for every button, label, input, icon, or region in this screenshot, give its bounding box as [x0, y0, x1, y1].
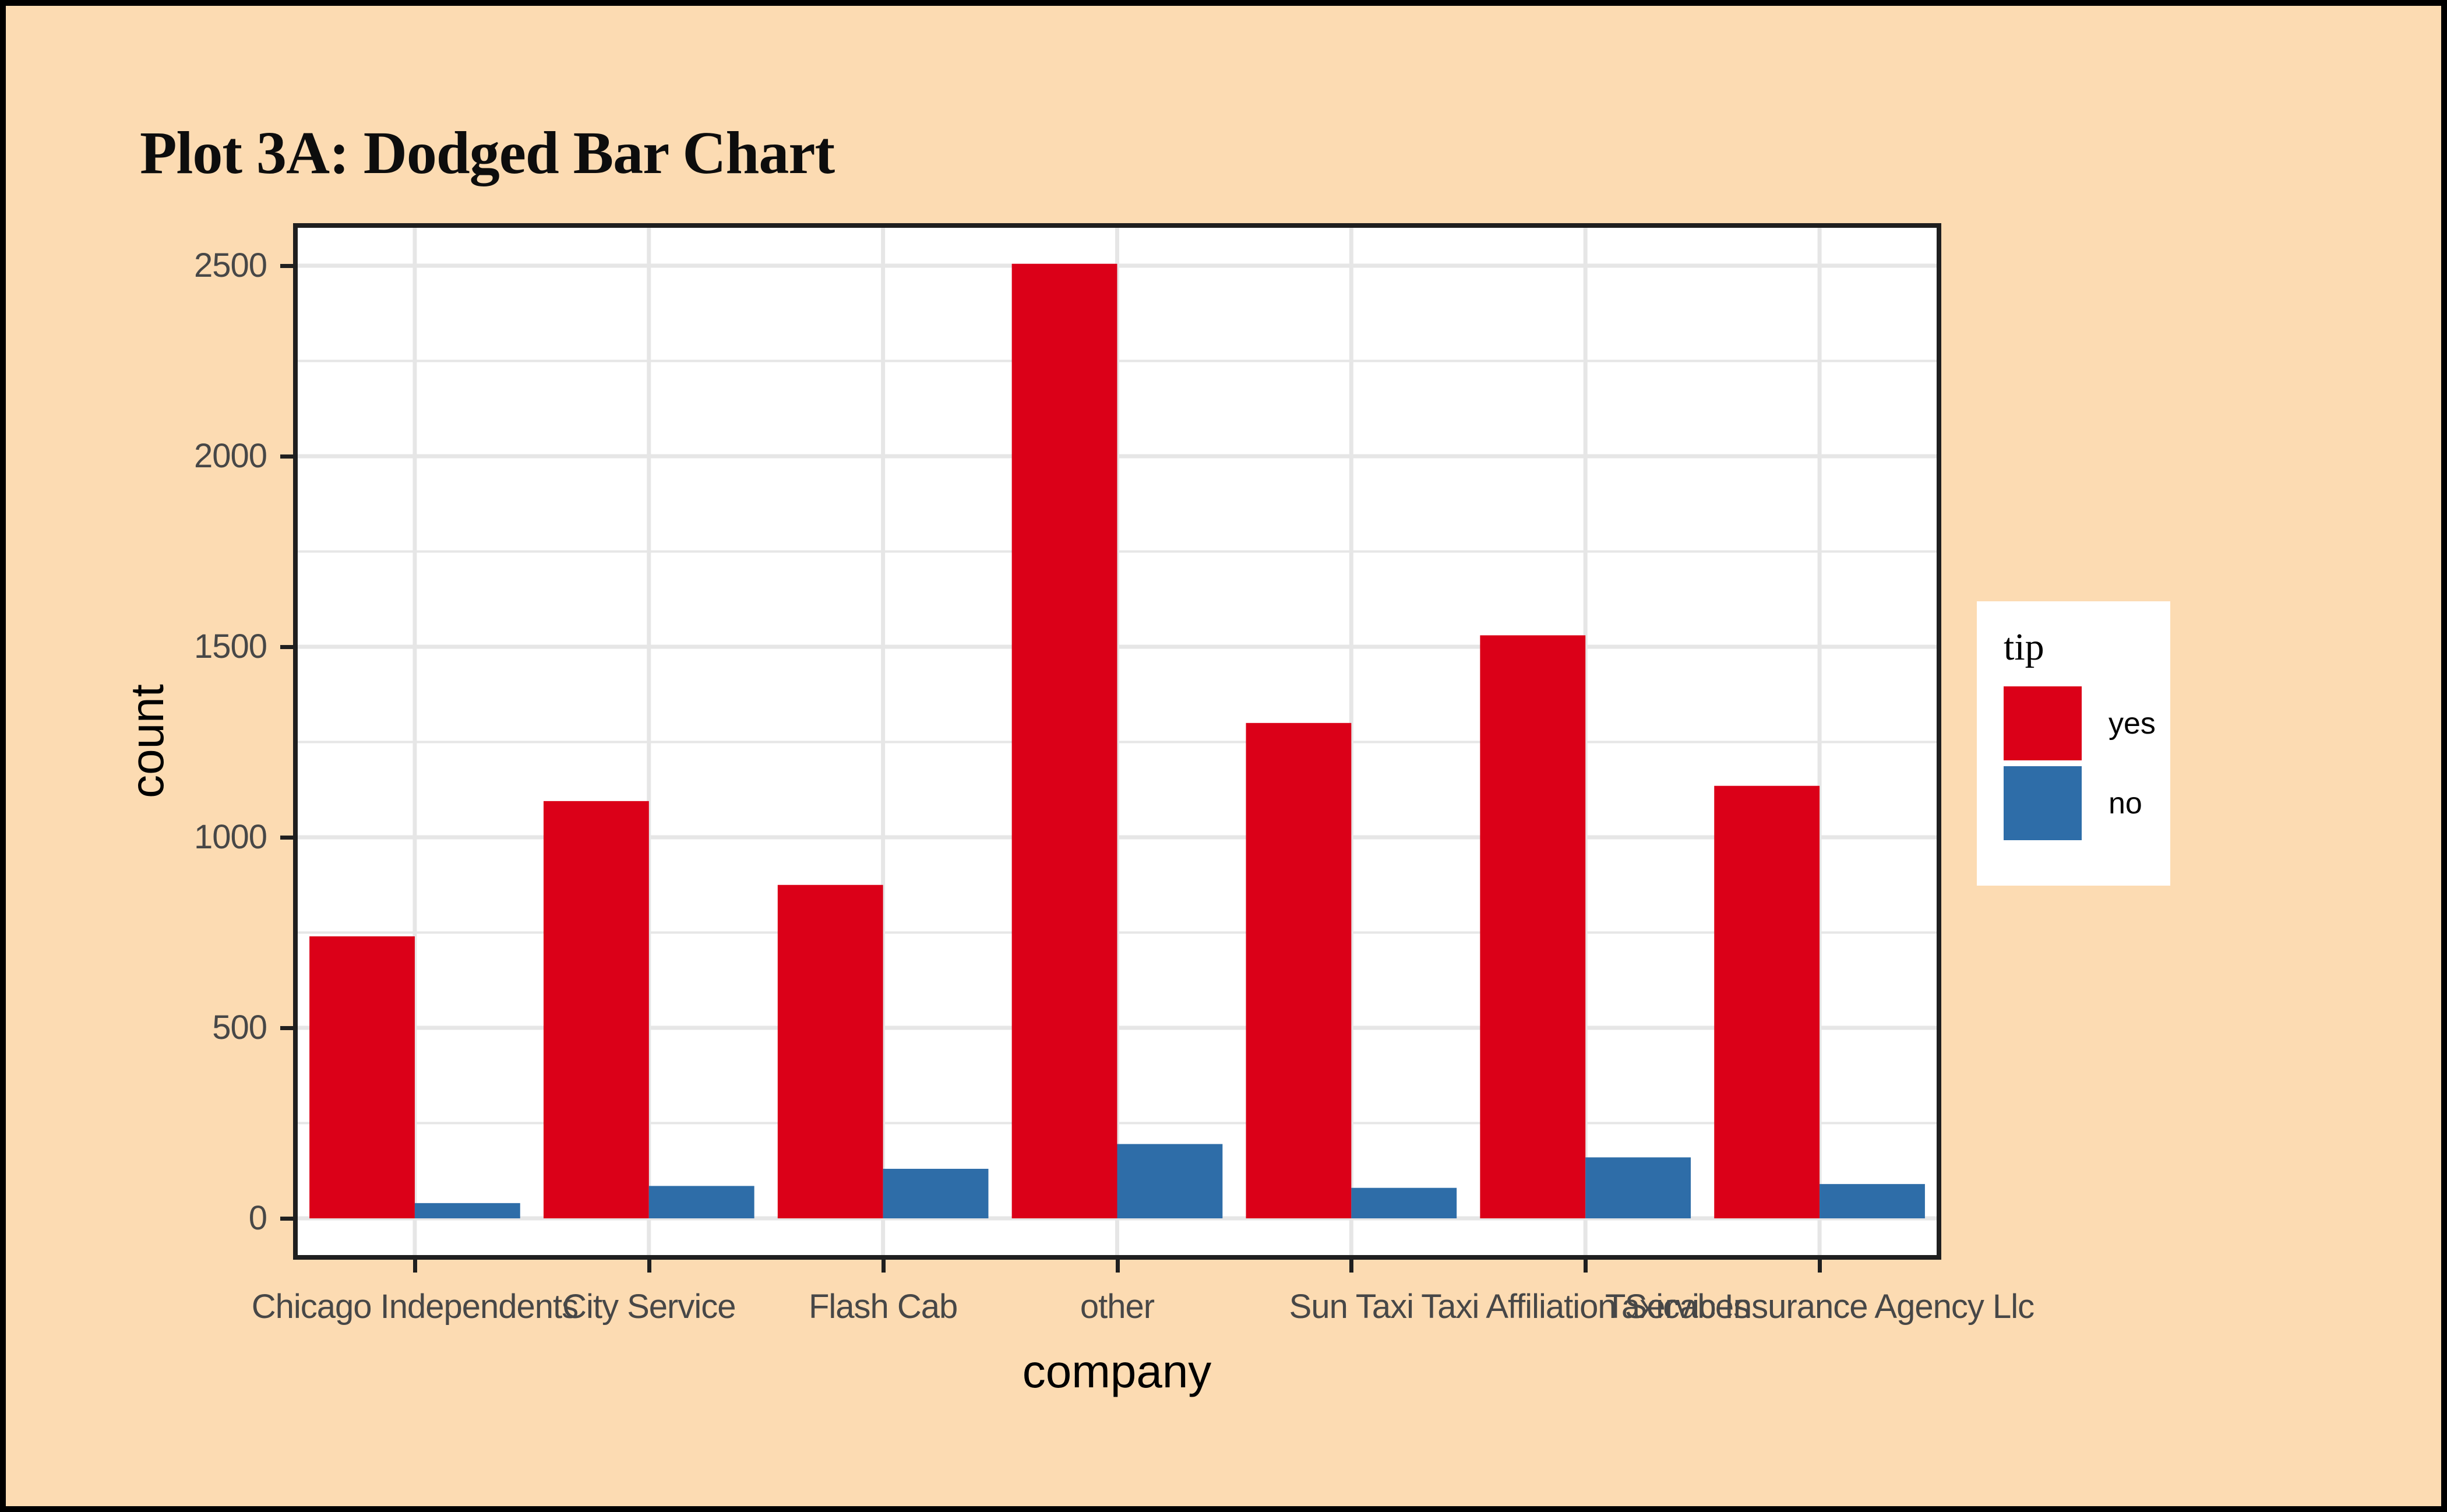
bar-no-chicago-independents: [414, 1203, 520, 1218]
x-tick-label: Taxi Affiliation Services: [1421, 1288, 1750, 1326]
y-tick-label-1500: 1500: [193, 628, 267, 665]
bar-no-flash-cab: [883, 1168, 989, 1218]
y-axis-tick-2500: [280, 264, 293, 268]
figure-canvas: Plot 3A: Dodged Bar Chart 0 500 1000 1500 20…: [6, 6, 2441, 1506]
bar-no-sun-taxi: [1351, 1187, 1457, 1218]
x-axis-tick: [412, 1260, 417, 1273]
x-tick-label: Taxicab Insurance Agency Llc: [1605, 1288, 2035, 1326]
bar-no-taxi-affiliation-services: [1585, 1157, 1691, 1218]
y-axis-tick-0: [280, 1217, 293, 1221]
x-axis-tick: [1115, 1260, 1120, 1273]
x-axis-tick: [1584, 1260, 1588, 1273]
x-tick-label: Chicago Independents: [251, 1288, 579, 1326]
legend-label-yes: yes: [2108, 706, 2156, 741]
legend: tip yes no: [1977, 601, 2170, 886]
x-axis-tick: [881, 1260, 886, 1273]
y-tick-label-0: 0: [248, 1199, 267, 1237]
y-axis-title: count: [121, 684, 173, 798]
y-tick-label-1000: 1000: [193, 818, 267, 856]
y-tick-label-500: 500: [212, 1009, 267, 1046]
legend-key-yes: [2004, 686, 2082, 760]
x-axis-tick: [1349, 1260, 1354, 1273]
y-tick-label-2000: 2000: [193, 437, 267, 475]
bar-yes-taxicab-insurance-agency-llc: [1714, 785, 1820, 1218]
x-tick-label: Flash Cab: [808, 1288, 958, 1326]
bar-yes-other: [1011, 263, 1117, 1219]
x-axis-title: company: [1022, 1345, 1212, 1397]
bar-yes-sun-taxi: [1246, 722, 1352, 1218]
x-axis-tick: [647, 1260, 651, 1273]
x-tick-label: other: [1080, 1288, 1155, 1326]
legend-title: tip: [2004, 626, 2044, 668]
x-tick-label: Sun Taxi: [1289, 1288, 1414, 1326]
bar-chart-svg: [298, 228, 1937, 1255]
bar-yes-city-service: [543, 801, 649, 1218]
legend-item-yes: yes: [2004, 686, 2170, 760]
plot-title: Plot 3A: Dodged Bar Chart: [140, 119, 835, 186]
bar-yes-taxi-affiliation-services: [1480, 635, 1586, 1218]
bar-yes-flash-cab: [777, 884, 883, 1218]
bar-yes-chicago-independents: [309, 936, 415, 1218]
legend-label-no: no: [2108, 786, 2142, 820]
y-axis-tick-1000: [280, 836, 293, 840]
y-axis-tick-2000: [280, 454, 293, 459]
legend-item-no: no: [2004, 766, 2170, 840]
bar-no-city-service: [648, 1186, 754, 1218]
y-axis-tick-500: [280, 1026, 293, 1030]
legend-key-no: [2004, 766, 2082, 840]
y-axis-tick-1500: [280, 645, 293, 649]
legend-items: yes no: [2004, 686, 2170, 840]
y-tick-label-2500: 2500: [193, 246, 267, 284]
bar-no-taxicab-insurance-agency-llc: [1820, 1184, 1925, 1218]
x-tick-label: City Service: [562, 1288, 736, 1326]
x-axis-tick: [1818, 1260, 1822, 1273]
plot-panel: [293, 223, 1941, 1260]
bar-no-other: [1117, 1144, 1223, 1218]
